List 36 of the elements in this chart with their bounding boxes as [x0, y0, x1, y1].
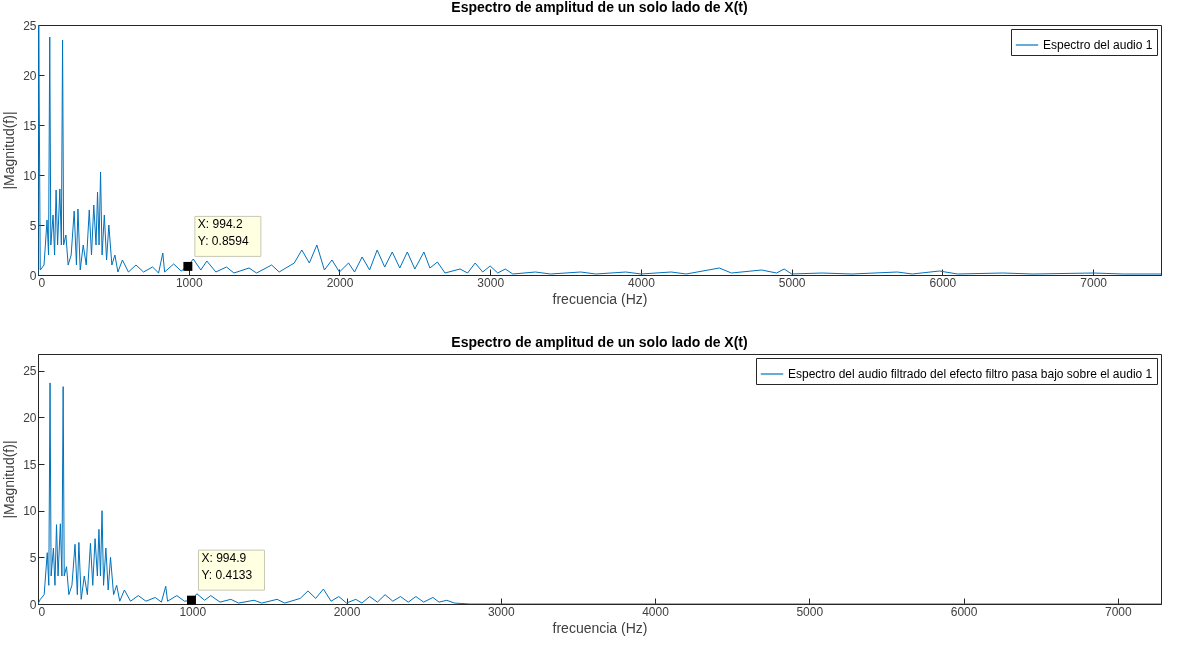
x-tick-label: 5000 [778, 275, 806, 290]
legend-label: Espectro del audio filtrado del efecto filtro pasa bajo sobre el audio 1 [788, 367, 1153, 381]
legend-label: Espectro del audio 1 [1043, 38, 1153, 52]
y-tick-label: 10 [23, 504, 37, 519]
x-tick-label: 3000 [477, 275, 505, 290]
x-tick-label: 1000 [179, 604, 207, 619]
x-tick-label: 5000 [796, 604, 824, 619]
line-series [38, 382, 1161, 605]
y-axis-title: |Magnitud(f)| [1, 440, 18, 519]
x-tick-label: 6000 [950, 604, 978, 619]
y-tick-label: 15 [23, 457, 37, 472]
y-tick-label: 5 [29, 218, 37, 233]
x-tick-label: 7000 [1080, 275, 1108, 290]
x-axis-title: frecuencia (Hz) [552, 290, 648, 307]
y-tick-label: 15 [23, 118, 37, 133]
chart-title: Espectro de amplitud de un solo lado de X(t) [451, 0, 748, 15]
y-tick-label: 20 [23, 410, 37, 425]
x-axis-title: frecuencia (Hz) [552, 619, 648, 636]
x-tick-label: 2000 [333, 604, 361, 619]
x-tick-label: 3000 [487, 604, 515, 619]
y-tick-label: 20 [23, 68, 37, 83]
x-tick-label: 7000 [1104, 604, 1132, 619]
y-tick-label: 25 [23, 364, 37, 379]
y-tick-label: 10 [23, 168, 37, 183]
y-tick-label: 25 [23, 18, 37, 33]
y-tick-label: 5 [29, 550, 37, 565]
line-series [38, 25, 1161, 275]
x-tick-label: 4000 [642, 604, 670, 619]
y-axis-title: |Magnitud(f)| [1, 111, 18, 190]
annotation: X: 994.2 Y: 0.8594 [197, 217, 249, 249]
chart-title: Espectro de amplitud de un solo lado de X(t) [451, 334, 748, 350]
x-tick-label: 2000 [326, 275, 354, 290]
x-tick-label: 6000 [929, 275, 957, 290]
annotation: X: 994.9 Y: 0.4133 [201, 551, 253, 583]
x-tick-label: 1000 [175, 275, 203, 290]
x-tick-label: 4000 [628, 275, 656, 290]
